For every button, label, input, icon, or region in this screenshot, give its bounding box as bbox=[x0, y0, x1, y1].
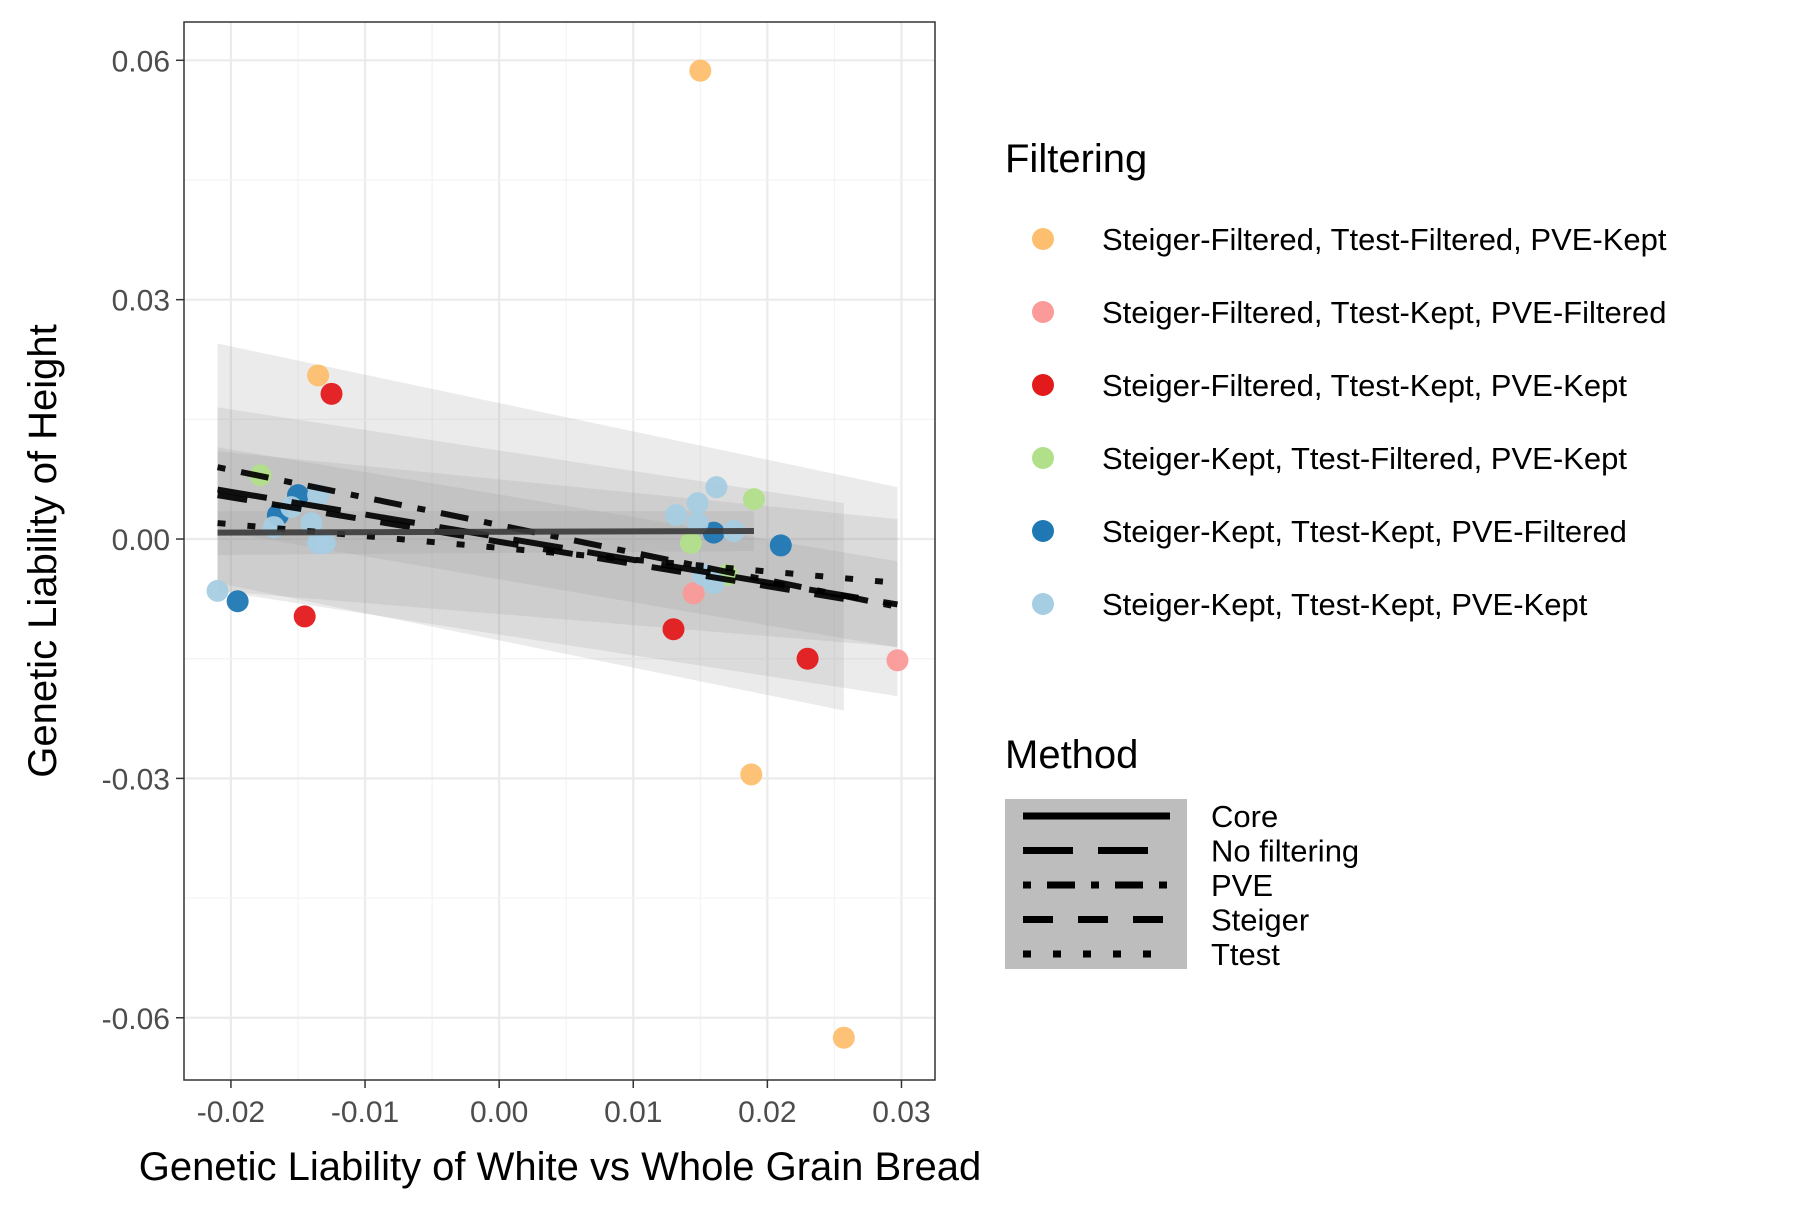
method-legend-title: Method bbox=[1005, 733, 1138, 777]
x-tick-label: 0.01 bbox=[604, 1096, 662, 1129]
x-tick-label: 0.02 bbox=[738, 1096, 796, 1129]
data-point bbox=[705, 476, 728, 499]
data-point bbox=[313, 532, 336, 555]
method-legend-label: Ttest bbox=[1211, 937, 1280, 972]
data-point bbox=[300, 512, 323, 535]
filtering-legend-swatch bbox=[1032, 228, 1054, 250]
data-point bbox=[769, 534, 792, 557]
filtering-legend-label: Steiger-Filtered, Ttest-Kept, PVE-Filter… bbox=[1102, 295, 1667, 330]
method-legend-label: Core bbox=[1211, 799, 1278, 834]
data-point bbox=[307, 364, 330, 387]
filtering-legend-label: Steiger-Kept, Ttest-Kept, PVE-Kept bbox=[1102, 587, 1588, 622]
data-point bbox=[689, 59, 712, 82]
fit-line bbox=[216, 464, 899, 610]
filtering-legend-swatch bbox=[1032, 593, 1054, 615]
data-point bbox=[206, 579, 229, 602]
x-tick-label: -0.02 bbox=[197, 1096, 265, 1129]
data-point bbox=[679, 532, 702, 555]
data-point bbox=[686, 492, 709, 515]
data-point bbox=[662, 618, 685, 641]
data-point bbox=[665, 504, 688, 527]
data-point bbox=[293, 605, 316, 628]
filtering-legend-swatch bbox=[1032, 374, 1054, 396]
x-tick-label: 0.00 bbox=[470, 1096, 528, 1129]
filtering-legend-swatch bbox=[1032, 301, 1054, 323]
data-point bbox=[320, 382, 343, 405]
filtering-legend-swatch bbox=[1032, 447, 1054, 469]
y-tick-label: 0.06 bbox=[112, 45, 170, 78]
filtering-legend-label: Steiger-Kept, Ttest-Kept, PVE-Filtered bbox=[1102, 514, 1627, 549]
data-point bbox=[796, 647, 819, 670]
filtering-legend-label: Steiger-Filtered, Ttest-Kept, PVE-Kept bbox=[1102, 368, 1627, 403]
filtering-legend-label: Steiger-Kept, Ttest-Filtered, PVE-Kept bbox=[1102, 441, 1627, 476]
data-point bbox=[742, 488, 765, 511]
filtering-legend-swatch bbox=[1032, 520, 1054, 542]
filtering-legend-label: Steiger-Filtered, Ttest-Filtered, PVE-Ke… bbox=[1102, 222, 1667, 257]
data-point bbox=[226, 590, 249, 613]
filtering-legend-title: Filtering bbox=[1005, 137, 1147, 181]
fit-lines bbox=[216, 464, 899, 610]
data-point bbox=[886, 649, 909, 672]
y-tick-label: 0.03 bbox=[112, 285, 170, 318]
filtering-legend: Steiger-Filtered, Ttest-Filtered, PVE-Ke… bbox=[1032, 222, 1667, 622]
y-tick-label: 0.00 bbox=[112, 524, 170, 557]
x-axis-title: Genetic Liability of White vs Whole Grai… bbox=[139, 1145, 982, 1189]
x-tick-label: 0.03 bbox=[872, 1096, 930, 1129]
y-axis-title: Genetic Liability of Height bbox=[21, 324, 65, 778]
y-tick-label: -0.03 bbox=[102, 763, 170, 796]
data-point bbox=[832, 1026, 855, 1049]
method-legend-label: No filtering bbox=[1211, 834, 1359, 869]
confidence-band bbox=[217, 343, 898, 697]
y-tick-label: -0.06 bbox=[102, 1003, 170, 1036]
axis-ticks: -0.02 -0.01 0.00 0.01 0.02 0.03 -0.06 -0.03 0.00… bbox=[102, 45, 931, 1129]
method-legend-label: Steiger bbox=[1211, 903, 1309, 938]
method-legend-label: PVE bbox=[1211, 868, 1273, 903]
data-point bbox=[740, 763, 763, 786]
grid bbox=[184, 22, 935, 1080]
data-point bbox=[682, 582, 705, 605]
fit-line bbox=[217, 528, 754, 536]
x-tick-label: -0.01 bbox=[331, 1096, 399, 1129]
panel-border bbox=[183, 21, 936, 1081]
confidence-band bbox=[217, 407, 844, 711]
